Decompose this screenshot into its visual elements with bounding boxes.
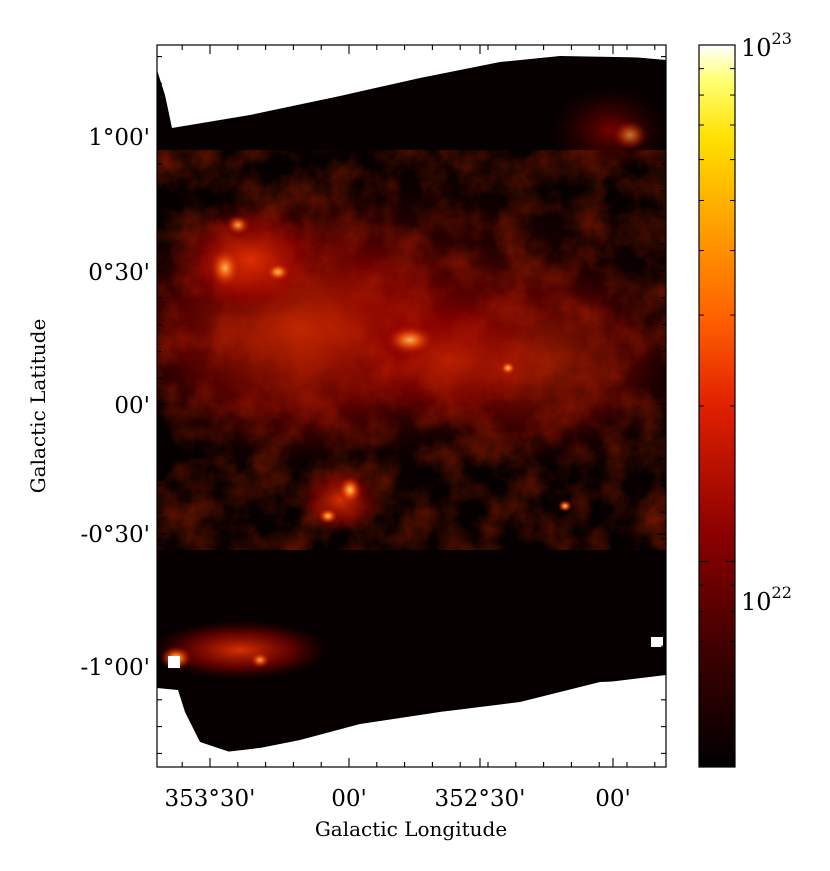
y-tick-label: 1°00' [88,125,150,151]
y-tick-label: 0°30' [88,260,150,286]
footprint-edge-notches [157,45,666,767]
y-tick-label: -1°00' [81,655,151,681]
y-tick-label: -0°30' [81,522,151,548]
bright-cores [160,120,648,670]
x-tick-label: 353°30' [165,786,256,812]
y-tick-label: 00' [114,393,150,419]
blank-pixel-west [168,656,180,668]
heatmap-image [157,45,666,767]
colorbar-ticks [699,44,735,718]
x-tick-label: 352°30' [435,786,526,812]
colorbar-label-1e22: 1022 [741,583,792,616]
y-tick-labels: 1°00' 0°30' 00' -0°30' -1°00' [81,125,151,681]
y-axis-title: Galactic Latitude [26,319,50,494]
plot-frame [156,44,667,768]
axis-ticks [157,45,666,767]
x-axis-title: Galactic Longitude [315,817,507,841]
blank-pixel-east [651,637,663,647]
colorbar-gradient [698,44,736,768]
x-tick-labels: 353°30' 00' 352°30' 00' [165,786,631,812]
x-tick-label: 00' [595,786,631,812]
colorbar-label-1e23: 1023 [741,29,792,62]
x-tick-label: 00' [331,786,367,812]
colorbar: 1023 1022 [698,29,792,768]
galactic-plane-emission [157,85,666,680]
